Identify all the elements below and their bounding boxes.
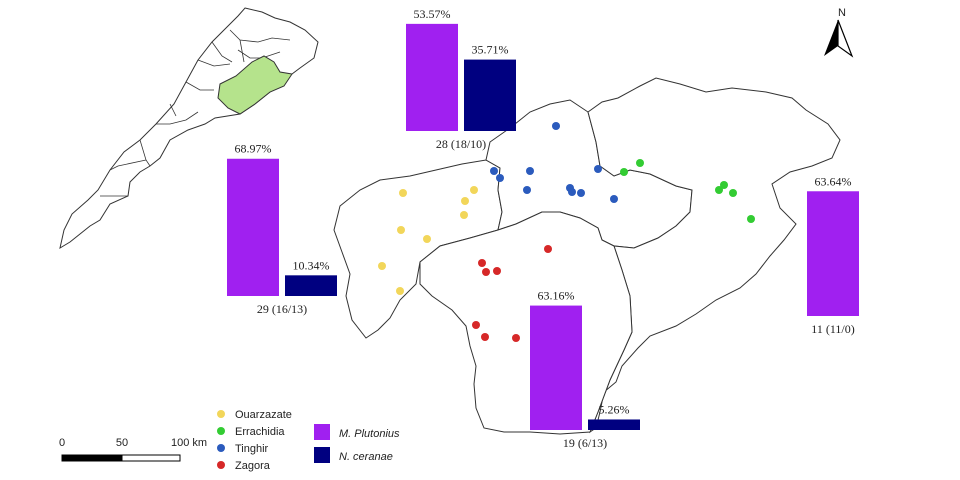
bar-group-zagora: 63.16% 5.26% 19 (6/13) bbox=[530, 289, 640, 450]
count-label-ouarzazate: 29 (16/13) bbox=[257, 302, 307, 316]
legend-swatch-tinghir bbox=[217, 444, 225, 452]
sample-point bbox=[594, 165, 602, 173]
legend-label-n-ceranae: N. ceranae bbox=[339, 451, 393, 463]
legend-item-m-plutonius: M. Plutonius bbox=[314, 424, 400, 440]
north-arrow-icon: N bbox=[824, 7, 854, 58]
sample-point bbox=[577, 189, 585, 197]
sample-point bbox=[378, 262, 386, 270]
legend-swatch-ouarzazate bbox=[217, 410, 225, 418]
sampling-points-zagora bbox=[472, 245, 552, 342]
legend-item-ouarzazate: Ouarzazate bbox=[217, 409, 292, 421]
sample-point bbox=[568, 188, 576, 196]
prevalence-bar-charts: 68.97% 10.34% 29 (16/13) 53.57% 35.71% 28 (18… bbox=[227, 7, 859, 450]
sample-point bbox=[490, 167, 498, 175]
legend-swatch-m-plutonius bbox=[314, 424, 330, 440]
sample-point bbox=[470, 186, 478, 194]
sample-point bbox=[620, 168, 628, 176]
legend-label-tinghir: Tinghir bbox=[235, 443, 269, 455]
label-n-ceranae-ouarzazate: 10.34% bbox=[293, 258, 330, 272]
sample-point bbox=[493, 267, 501, 275]
sample-point bbox=[461, 197, 469, 205]
scale-bar: 0 50 100 km bbox=[59, 437, 207, 462]
sample-point bbox=[478, 259, 486, 267]
sample-point bbox=[512, 334, 520, 342]
legend-label-m-plutonius: M. Plutonius bbox=[339, 428, 400, 440]
sample-point bbox=[460, 211, 468, 219]
bar-n-ceranae-tinghir bbox=[464, 59, 516, 131]
sample-point bbox=[523, 186, 531, 194]
sample-point bbox=[472, 321, 480, 329]
morocco-outline bbox=[59, 7, 319, 250]
legend-label-zagora: Zagora bbox=[235, 460, 271, 472]
sampling-points-ouarzazate bbox=[378, 186, 478, 295]
count-label-errachidia: 11 (11/0) bbox=[811, 322, 854, 336]
label-m-plutonius-errachidia: 63.64% bbox=[815, 174, 852, 188]
count-label-tinghir: 28 (18/10) bbox=[436, 137, 486, 151]
sample-point bbox=[396, 287, 404, 295]
bar-m-plutonius-zagora bbox=[530, 305, 582, 430]
bar-m-plutonius-ouarzazate bbox=[227, 158, 279, 296]
scale-label-0: 0 bbox=[59, 437, 65, 449]
count-label-zagora: 19 (6/13) bbox=[563, 436, 607, 450]
sample-point bbox=[399, 189, 407, 197]
legend-item-tinghir: Tinghir bbox=[217, 443, 269, 455]
label-m-plutonius-tinghir: 53.57% bbox=[414, 7, 451, 21]
sample-point bbox=[720, 181, 728, 189]
region-errachidia-outline bbox=[587, 77, 841, 434]
label-m-plutonius-zagora: 63.16% bbox=[538, 289, 575, 303]
sample-point bbox=[747, 215, 755, 223]
sampling-points-errachidia bbox=[620, 159, 755, 223]
scale-label-100km: 100 km bbox=[171, 437, 207, 449]
sample-point bbox=[397, 226, 405, 234]
legend-item-zagora: Zagora bbox=[217, 460, 271, 472]
legend: Ouarzazate Errachidia Tinghir Zagora M. … bbox=[217, 409, 400, 472]
legend-label-ouarzazate: Ouarzazate bbox=[235, 409, 292, 421]
bar-n-ceranae-zagora bbox=[588, 419, 640, 430]
sample-point bbox=[423, 235, 431, 243]
scale-label-50: 50 bbox=[116, 437, 128, 449]
sample-point bbox=[636, 159, 644, 167]
sample-point bbox=[715, 186, 723, 194]
label-m-plutonius-ouarzazate: 68.97% bbox=[235, 142, 272, 156]
bar-group-tinghir: 53.57% 35.71% 28 (18/10) bbox=[406, 7, 516, 151]
sample-point bbox=[482, 268, 490, 276]
sampling-points-tinghir bbox=[490, 122, 618, 203]
sample-point bbox=[544, 245, 552, 253]
sample-point bbox=[729, 189, 737, 197]
bar-m-plutonius-tinghir bbox=[406, 23, 458, 131]
bar-n-ceranae-ouarzazate bbox=[285, 275, 337, 296]
legend-item-n-ceranae: N. ceranae bbox=[314, 447, 393, 463]
bar-group-errachidia: 63.64% 11 (11/0) bbox=[807, 174, 859, 336]
label-n-ceranae-zagora: 5.26% bbox=[599, 402, 630, 416]
north-arrow-label: N bbox=[838, 7, 846, 19]
legend-item-errachidia: Errachidia bbox=[217, 426, 285, 438]
sample-point bbox=[526, 167, 534, 175]
region-zagora-outline bbox=[419, 211, 633, 435]
bar-group-ouarzazate: 68.97% 10.34% 29 (16/13) bbox=[227, 142, 337, 316]
sample-point bbox=[610, 195, 618, 203]
bar-m-plutonius-errachidia bbox=[807, 191, 859, 316]
sample-point bbox=[552, 122, 560, 130]
study-area-outline bbox=[333, 77, 841, 435]
sample-point bbox=[496, 174, 504, 182]
label-n-ceranae-tinghir: 35.71% bbox=[472, 43, 509, 57]
legend-label-errachidia: Errachidia bbox=[235, 426, 285, 438]
morocco-inset-map bbox=[59, 7, 319, 250]
legend-swatch-zagora bbox=[217, 461, 225, 469]
highlighted-region bbox=[217, 55, 293, 115]
legend-swatch-errachidia bbox=[217, 427, 225, 435]
sample-point bbox=[481, 333, 489, 341]
legend-swatch-n-ceranae bbox=[314, 447, 330, 463]
